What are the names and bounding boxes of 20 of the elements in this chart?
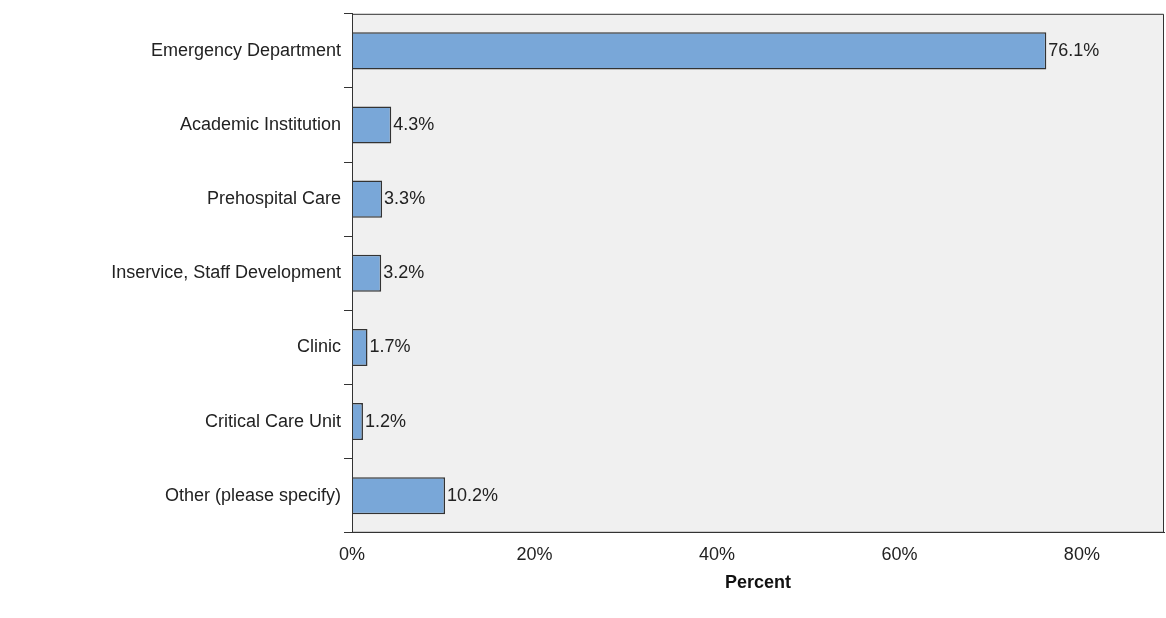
x-tick-label: 40%	[698, 543, 735, 564]
data-label: 76.1%	[1048, 39, 1100, 60]
y-tick-label: Inservice, Staff Development	[111, 262, 341, 283]
data-label: 1.7%	[369, 336, 411, 357]
data-label: 10.2%	[447, 484, 499, 505]
x-tick-label: 60%	[881, 543, 918, 564]
y-tick-label: Other (please specify)	[164, 484, 341, 505]
data-label: 3.2%	[383, 262, 425, 283]
x-tick-label: 0%	[338, 543, 366, 564]
data-label: 1.2%	[364, 410, 406, 431]
x-axis-title: Percent	[724, 572, 792, 593]
y-tick-label: Clinic	[296, 336, 341, 357]
y-tick-label: Prehospital Care	[206, 188, 341, 209]
x-tick-label: 80%	[1063, 543, 1100, 564]
data-label: 3.3%	[384, 188, 426, 209]
y-tick-label: Academic Institution	[179, 113, 341, 134]
y-tick-label: Critical Care Unit	[204, 410, 341, 431]
data-label: 4.3%	[393, 113, 435, 134]
y-tick-label: Emergency Department	[150, 39, 341, 60]
x-tick-label: 20%	[516, 543, 553, 564]
